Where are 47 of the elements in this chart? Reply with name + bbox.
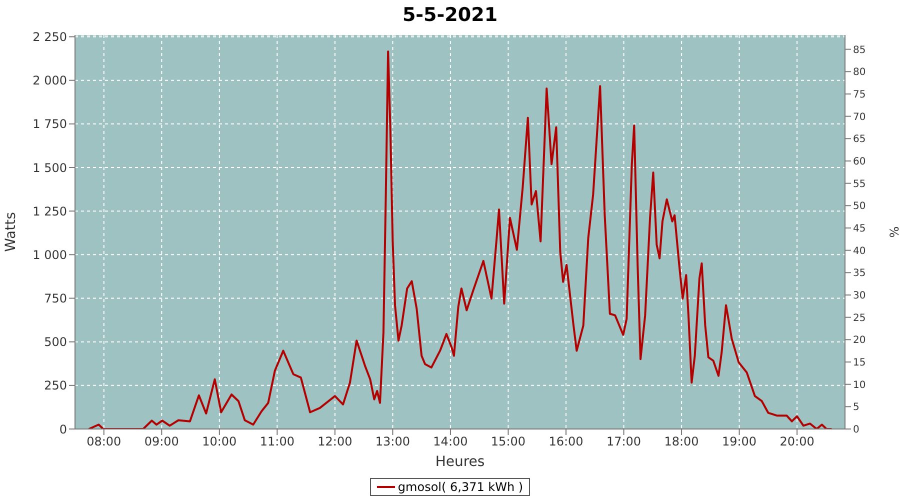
y-tick-label: 500 <box>44 335 67 350</box>
line-series <box>88 50 833 429</box>
x-tick-label: 08:00 <box>86 434 122 449</box>
y2-tick-label: 60 <box>853 156 866 168</box>
y2-tick-label: 10 <box>853 380 866 391</box>
y2-tick-label: 40 <box>853 246 866 257</box>
y2-tick-label: 25 <box>853 312 866 324</box>
x-tick-label: 15:00 <box>490 434 526 449</box>
x-axis-title: Heures <box>435 454 485 470</box>
y-axis-title: Watts <box>2 212 19 252</box>
y2-tick-label: 75 <box>853 90 866 101</box>
x-tick-label: 19:00 <box>722 434 757 449</box>
y2-tick-label: 35 <box>853 268 866 280</box>
x-tick-label: 18:00 <box>664 434 699 449</box>
y2-tick-label: 45 <box>853 224 866 235</box>
y-tick-label: 1 000 <box>32 248 67 262</box>
x-tick-label: 13:00 <box>375 434 410 449</box>
y2-tick-label: 15 <box>853 358 866 369</box>
y2-tick-label: 30 <box>853 290 866 302</box>
x-tick-label: 14:00 <box>433 434 468 449</box>
y-tick-label: 250 <box>44 378 67 393</box>
x-tick-label: 12:00 <box>318 434 352 449</box>
y2-tick-label: 20 <box>853 335 866 346</box>
x-tick-label: 10:00 <box>202 434 237 449</box>
legend-label: gmosol( 6,371 kWh ) <box>398 480 524 494</box>
x-tick-label: 17:00 <box>606 434 642 449</box>
y-tick-label: 1 500 <box>32 160 67 175</box>
y-tick-label: 2 000 <box>32 74 67 88</box>
y-tick-label: 0 <box>59 422 67 436</box>
x-tick-label: 20:00 <box>780 434 814 449</box>
y2-tick-label: 50 <box>853 201 866 212</box>
chart-title: 5-5-2021 <box>401 4 499 26</box>
y-tick-label: 750 <box>44 292 67 306</box>
y2-tick-label: 65 <box>853 134 866 146</box>
y2-axis-title: % <box>887 226 900 238</box>
y2-tick-label: 70 <box>853 112 866 123</box>
y2-tick-label: 0 <box>853 424 860 436</box>
x-tick-label: 16:00 <box>548 434 584 449</box>
y2-tick-label: 80 <box>853 67 866 78</box>
y-tick-label: 1 750 <box>32 117 67 132</box>
x-tick-label: 09:00 <box>144 434 179 449</box>
y-tick-label: 1 250 <box>32 204 67 218</box>
x-tick-label: 11:00 <box>260 434 294 449</box>
y2-tick-label: 5 <box>853 402 860 414</box>
y-tick-label: 2 250 <box>32 30 67 44</box>
y2-tick-label: 55 <box>853 178 866 190</box>
y2-tick-label: 85 <box>853 44 866 56</box>
